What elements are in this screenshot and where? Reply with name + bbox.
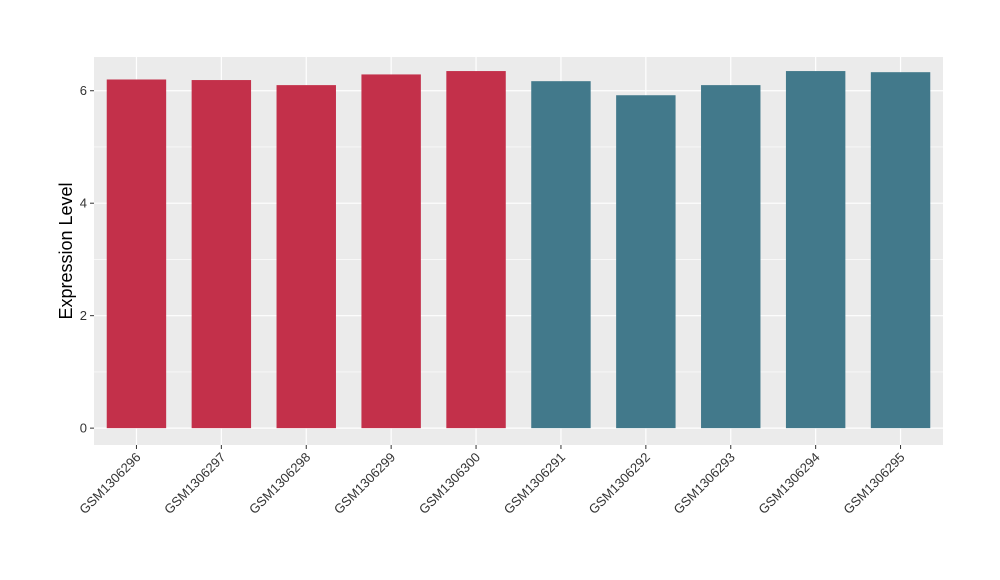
x-tick-label: GSM1306299: [331, 450, 398, 517]
x-tick-label: GSM1306295: [840, 450, 907, 517]
x-tick-label: GSM1306297: [161, 450, 228, 517]
bar-GSM1306292: [616, 95, 676, 429]
bar-GSM1306293: [701, 85, 761, 429]
x-tick-label: GSM1306300: [416, 450, 483, 517]
y-axis-title: Expression Level: [56, 182, 76, 319]
x-tick-label: GSM1306298: [246, 450, 313, 517]
y-tick-label: 0: [80, 421, 87, 436]
bar-GSM1306295: [870, 72, 931, 429]
x-tick-label: GSM1306294: [755, 450, 822, 517]
y-axis: 0 2 4 6: [80, 83, 94, 436]
bar-GSM1306299: [361, 74, 421, 429]
bar-GSM1306296: [106, 79, 167, 429]
bar-series: [106, 71, 931, 429]
x-tick-label: GSM1306291: [501, 450, 568, 517]
x-axis: GSM1306296 GSM1306297 GSM1306298 GSM1306299…: [76, 445, 908, 517]
x-tick-label: GSM1306296: [76, 450, 143, 517]
bar-GSM1306297: [191, 80, 252, 429]
bar-GSM1306298: [276, 85, 336, 429]
bar-GSM1306291: [531, 81, 591, 429]
bar-GSM1306294: [785, 71, 846, 429]
y-tick-label: 6: [80, 83, 87, 98]
x-tick-label: GSM1306292: [586, 450, 653, 517]
bar-GSM1306300: [446, 71, 506, 429]
y-tick-label: 4: [80, 196, 87, 211]
x-tick-label: GSM1306293: [671, 450, 738, 517]
y-tick-label: 2: [80, 308, 87, 323]
